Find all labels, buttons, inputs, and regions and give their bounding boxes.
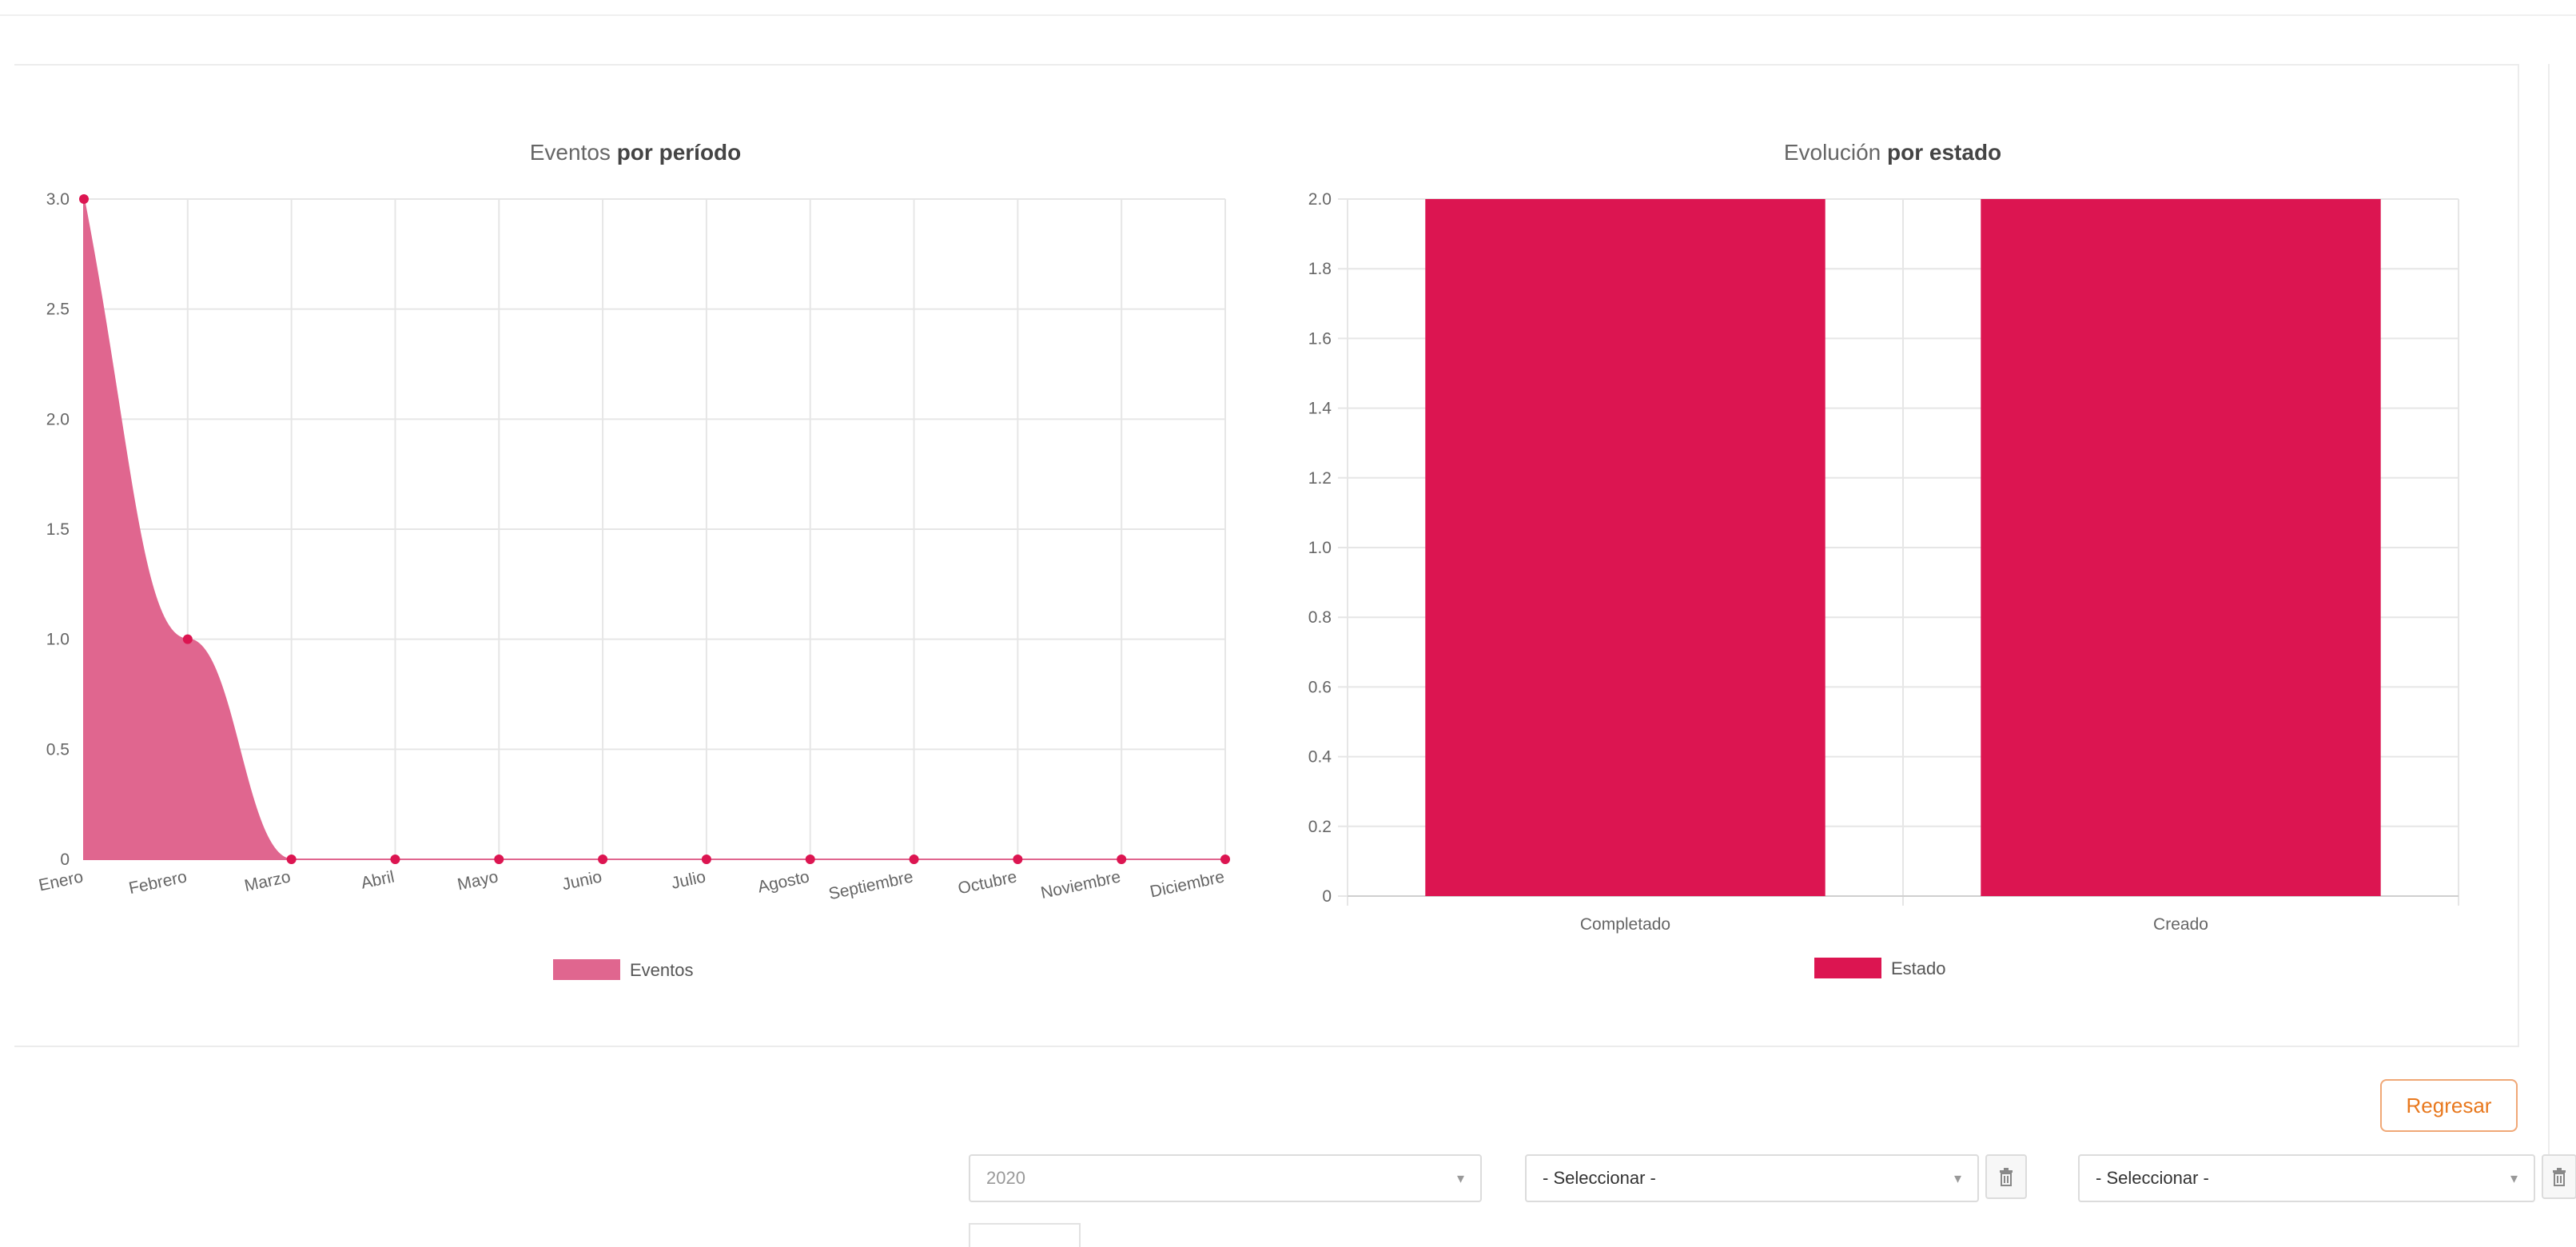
y-tick-label: 1.5 — [46, 520, 70, 539]
bar — [1425, 199, 1825, 896]
data-point — [286, 855, 297, 864]
year-select[interactable]: 2020 ▾ — [969, 1154, 1482, 1202]
data-point — [494, 855, 504, 864]
y-tick-label: 0 — [60, 851, 70, 869]
events-chart-grid — [83, 198, 1226, 860]
y-tick-label: 0.8 — [1308, 608, 1332, 627]
events-chart-title: Eventos por período — [530, 140, 742, 165]
cut-off-field[interactable] — [969, 1223, 1081, 1247]
events-legend-swatch[interactable] — [553, 959, 620, 980]
events-chart: Eventos por período 00.51.01.52.02.53.0 … — [37, 140, 1230, 980]
filter-select-2[interactable]: - Seleccionar - ▾ — [2078, 1154, 2535, 1202]
trash-icon[interactable] — [2542, 1154, 2576, 1199]
right-divider — [2548, 64, 2550, 1167]
x-tick-label: Octubre — [957, 867, 1019, 898]
x-tick-label: Completado — [1580, 915, 1670, 934]
data-point — [390, 855, 400, 864]
x-tick-label: Marzo — [243, 867, 293, 895]
events-chart-y-ticks: 0 0.5 1.0 1.5 2.0 2.5 3.0 — [46, 190, 70, 869]
y-tick-label: 2.0 — [46, 410, 70, 428]
data-point — [1013, 855, 1023, 864]
data-point — [1220, 855, 1230, 864]
year-select-value: 2020 — [986, 1168, 1025, 1188]
x-tick-label: Abril — [360, 867, 396, 892]
data-point — [805, 855, 815, 864]
bar — [1981, 199, 2381, 896]
chevron-down-icon: ▾ — [2510, 1169, 2518, 1186]
top-divider — [0, 14, 2576, 16]
status-chart: Evolución por estado 0 0.2 0.4 0.6 0.8 1.0 1.2… — [1308, 140, 2459, 978]
data-point — [79, 194, 89, 204]
filter-select-1-value: - Seleccionar - — [1543, 1168, 1656, 1188]
status-series-bars — [1425, 199, 2381, 896]
events-legend-label[interactable]: Eventos — [630, 960, 694, 980]
y-tick-label: 3.0 — [46, 190, 70, 209]
data-point — [182, 634, 193, 644]
y-tick-label: 0.5 — [46, 740, 70, 759]
status-chart-x-ticks: Completado Creado — [1580, 915, 2208, 934]
x-tick-label: Diciembre — [1149, 867, 1226, 901]
trash-icon-glyph — [2000, 1168, 2013, 1186]
status-legend-swatch[interactable] — [1814, 958, 1881, 978]
filter-select-2-value: - Seleccionar - — [2096, 1168, 2209, 1188]
y-tick-label: 2.0 — [1308, 190, 1332, 209]
x-tick-label: Junio — [560, 867, 603, 894]
y-tick-label: 1.6 — [1308, 329, 1332, 348]
y-tick-label: 0 — [1322, 887, 1332, 906]
y-tick-label: 1.2 — [1308, 469, 1332, 488]
charts-canvas: Eventos por período 00.51.01.52.02.53.0 … — [37, 140, 2459, 980]
trash-icon-glyph — [2553, 1168, 2566, 1186]
y-tick-label: 0.6 — [1308, 678, 1332, 696]
data-point — [1117, 855, 1127, 864]
events-chart-x-ticks: Enero Febrero Marzo Abril Mayo Junio Julio Agos… — [37, 867, 1226, 903]
status-chart-title: Evolución por estado — [1784, 140, 2001, 165]
filter-select-1[interactable]: - Seleccionar - ▾ — [1525, 1154, 1979, 1202]
y-tick-label: 2.5 — [46, 301, 70, 319]
x-tick-label: Enero — [37, 867, 85, 894]
y-tick-label: 1.4 — [1308, 400, 1332, 418]
events-series-points — [79, 194, 1230, 864]
chevron-down-icon: ▾ — [1456, 1169, 1464, 1186]
status-chart-y-ticks: 0 0.2 0.4 0.6 0.8 1.0 1.2 1.4 1.6 1.8 2.0 — [1308, 190, 1332, 906]
x-tick-label: Noviembre — [1039, 867, 1122, 902]
chevron-down-icon: ▾ — [1953, 1169, 1961, 1186]
back-button[interactable]: Regresar — [2380, 1079, 2518, 1132]
data-point — [598, 855, 608, 864]
x-tick-label: Agosto — [756, 867, 811, 896]
data-point — [701, 855, 711, 864]
y-tick-label: 1.0 — [1308, 539, 1332, 557]
status-legend-label[interactable]: Estado — [1891, 958, 1946, 978]
x-tick-label: Julio — [670, 867, 707, 892]
trash-icon[interactable] — [1985, 1154, 2027, 1199]
data-point — [909, 855, 919, 864]
x-tick-label: Septiembre — [827, 867, 915, 903]
x-tick-label: Febrero — [127, 867, 189, 898]
y-tick-label: 0.4 — [1308, 748, 1332, 767]
y-tick-label: 1.8 — [1308, 260, 1332, 278]
y-tick-label: 0.2 — [1308, 818, 1332, 836]
x-tick-label: Creado — [2153, 915, 2208, 934]
y-tick-label: 1.0 — [46, 631, 70, 649]
x-tick-label: Mayo — [456, 867, 500, 894]
